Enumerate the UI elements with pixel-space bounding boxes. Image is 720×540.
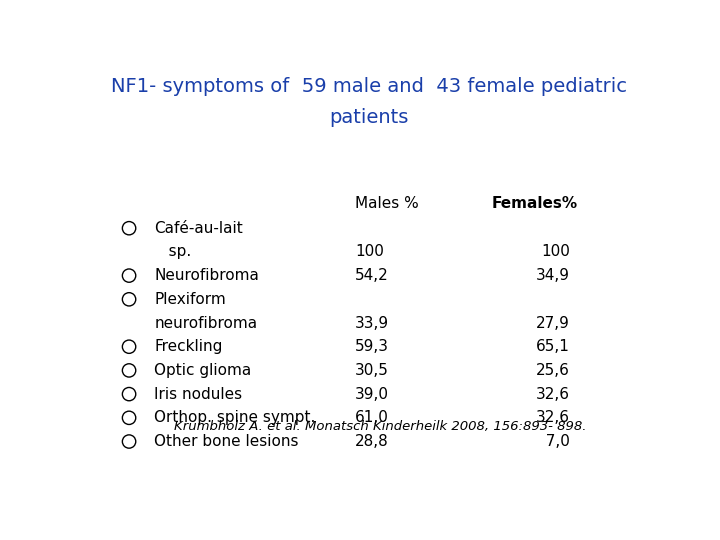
- Text: sp.: sp.: [154, 245, 192, 259]
- Text: 100: 100: [541, 245, 570, 259]
- Text: patients: patients: [329, 109, 409, 127]
- Text: 61,0: 61,0: [355, 410, 389, 426]
- Text: Optic glioma: Optic glioma: [154, 363, 251, 378]
- Text: 25,6: 25,6: [536, 363, 570, 378]
- Text: 28,8: 28,8: [355, 434, 389, 449]
- Text: 34,9: 34,9: [536, 268, 570, 283]
- Text: Orthop. spine sympt.: Orthop. spine sympt.: [154, 410, 315, 426]
- Text: 7,0: 7,0: [536, 434, 570, 449]
- Text: 65,1: 65,1: [536, 339, 570, 354]
- Text: 39,0: 39,0: [355, 387, 389, 402]
- Text: 32,6: 32,6: [536, 387, 570, 402]
- Text: Other bone lesions: Other bone lesions: [154, 434, 299, 449]
- Text: 30,5: 30,5: [355, 363, 389, 378]
- Text: 59,3: 59,3: [355, 339, 389, 354]
- Text: Females%: Females%: [492, 196, 578, 211]
- Text: Iris nodules: Iris nodules: [154, 387, 243, 402]
- Text: 54,2: 54,2: [355, 268, 389, 283]
- Text: Plexiform: Plexiform: [154, 292, 226, 307]
- Text: 32,6: 32,6: [536, 410, 570, 426]
- Text: 33,9: 33,9: [355, 315, 390, 330]
- Text: Café-au-lait: Café-au-lait: [154, 221, 243, 236]
- Text: Krumbholz A. et al. Monatsch Kinderheilk 2008, 156:893- 898.: Krumbholz A. et al. Monatsch Kinderheilk…: [174, 420, 586, 433]
- Text: 27,9: 27,9: [536, 315, 570, 330]
- Text: NF1- symptoms of  59 male and  43 female pediatric: NF1- symptoms of 59 male and 43 female p…: [111, 77, 627, 96]
- Text: 100: 100: [355, 245, 384, 259]
- Text: Freckling: Freckling: [154, 339, 222, 354]
- Text: neurofibroma: neurofibroma: [154, 315, 257, 330]
- Text: Neurofibroma: Neurofibroma: [154, 268, 259, 283]
- Text: Males %: Males %: [355, 196, 419, 211]
